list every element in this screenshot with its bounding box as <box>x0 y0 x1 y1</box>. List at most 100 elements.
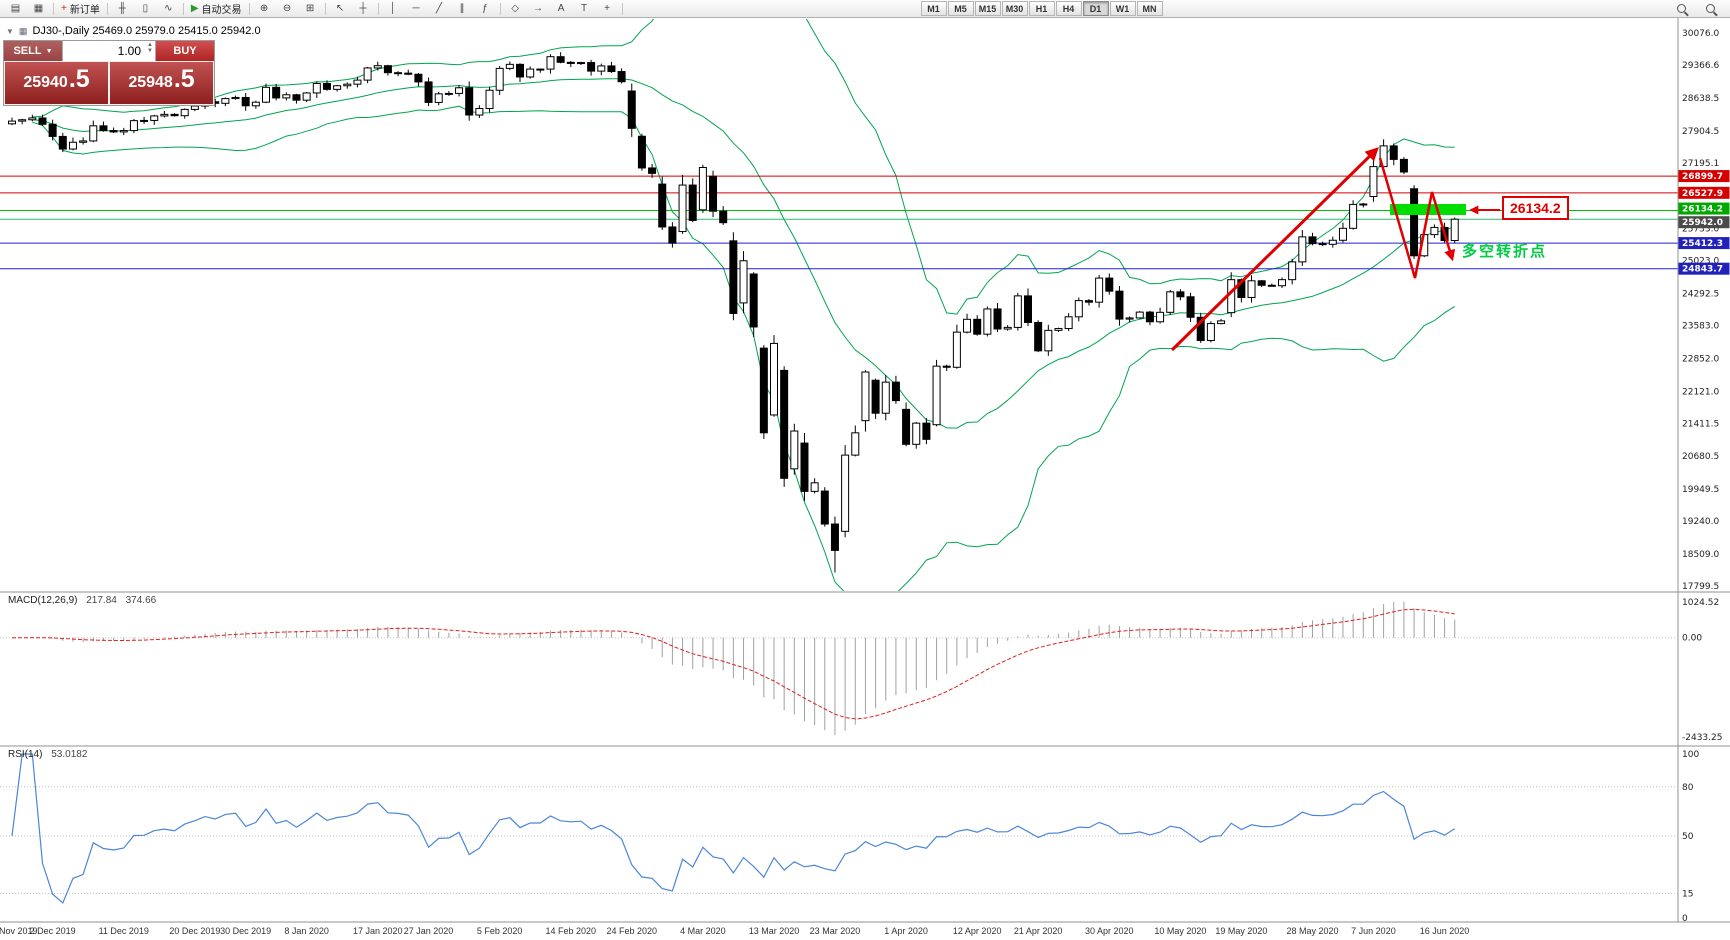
svg-text:80: 80 <box>1682 783 1694 793</box>
svg-text:-2433.25: -2433.25 <box>1682 733 1722 743</box>
time-axis-label: 12 Apr 2020 <box>952 926 1002 936</box>
svg-text:25942.0: 25942.0 <box>1682 218 1723 228</box>
line-chart-icon[interactable]: ∿ <box>164 2 173 14</box>
price-chip: 26527.9 <box>1678 186 1730 199</box>
timeframe-h4-button[interactable]: H4 <box>1055 1 1082 16</box>
volume-input[interactable]: 1.00 ▲ ▼ <box>62 41 156 61</box>
rsi-indicator-label: RSI(14) 53.0182 <box>8 749 88 760</box>
arrows-icon[interactable]: → <box>533 2 544 14</box>
text-label-icon[interactable]: T <box>580 2 588 14</box>
auto-trading-button[interactable]: ▶ 自动交易 <box>190 2 242 16</box>
zoom-out-icon[interactable]: ⊖ <box>282 2 292 14</box>
price-chip: 25942.0 <box>1678 216 1730 229</box>
time-axis-label: 30 Apr 2020 <box>1084 926 1134 936</box>
sell-price-button[interactable]: 25940.5 <box>5 62 108 104</box>
sell-options-caret-icon[interactable]: ▼ <box>45 47 53 55</box>
volume-stepper[interactable]: ▲ ▼ <box>147 42 153 54</box>
svg-text:0.00: 0.00 <box>1682 634 1702 644</box>
svg-text:0: 0 <box>1682 914 1688 924</box>
sell-button[interactable]: SELL ▼ <box>4 41 62 61</box>
toolbar-separator <box>499 2 501 15</box>
toolbar-separator <box>106 2 108 15</box>
vertical-line-icon[interactable]: │ <box>389 2 397 14</box>
zigzag-arrow[interactable] <box>1378 157 1456 279</box>
horizontal-line-icon[interactable]: ─ <box>412 2 420 14</box>
svg-text:23583.0: 23583.0 <box>1682 321 1719 331</box>
zoom-search-icon[interactable] <box>1700 0 1721 17</box>
price-chip: 25412.3 <box>1678 237 1730 250</box>
svg-text:27195.1: 27195.1 <box>1682 159 1719 169</box>
toolbar-separator <box>621 2 623 15</box>
turning-point-annotation[interactable]: 多空转折点 <box>1462 243 1548 260</box>
toolbar-buttons: ▤ ▦ + 新订单 ╫ ▯ ∿ ▶ 自动交易 ⊕ ⊖ ⊞ ↖ ┼ │ ─ ╱ ∥ ƒ ◇ → A T + <box>4 0 626 17</box>
time-axis-label: 23 Mar 2020 <box>809 926 861 936</box>
bar-chart-icon[interactable]: ╫ <box>118 2 126 14</box>
trend-arrow[interactable] <box>1170 147 1379 352</box>
timeframe-switcher: M1 M5 M15 M30 H1 H4 D1 W1 MN <box>920 1 1164 16</box>
svg-text:1024.52: 1024.52 <box>1682 598 1719 608</box>
chart-icon: ▦ <box>18 25 28 36</box>
svg-text:15: 15 <box>1682 889 1693 899</box>
svg-text:29366.6: 29366.6 <box>1682 61 1719 71</box>
tile-windows-icon[interactable]: ⊞ <box>305 2 315 14</box>
svg-text:26899.7: 26899.7 <box>1682 172 1723 182</box>
toolbar-separator <box>182 2 184 15</box>
time-axis-label: 30 Dec 2019 <box>220 926 272 936</box>
svg-text:22852.0: 22852.0 <box>1682 354 1719 364</box>
svg-text:17799.5: 17799.5 <box>1682 582 1719 592</box>
time-axis-label: 7 Jun 2020 <box>1351 926 1396 936</box>
trendline-icon[interactable]: ╱ <box>436 2 443 14</box>
price-axis[interactable]: 30076.0 29366.6 28638.5 27904.5 27195.1 25733… <box>1678 29 1730 924</box>
rsi-line <box>11 753 1456 904</box>
time-axis-label: 10 May 2020 <box>1154 926 1207 936</box>
one-click-toggle-icon[interactable]: ▼ <box>6 26 14 36</box>
timeframe-w1-button[interactable]: W1 <box>1109 1 1136 16</box>
equidistant-channel-icon[interactable]: ∥ <box>459 2 465 14</box>
buy-price-button[interactable]: 25948.5 <box>110 62 213 104</box>
time-axis-label: 4 Mar 2020 <box>680 926 726 936</box>
time-axis-label: 20 Dec 2019 <box>169 926 221 936</box>
indicators-icon[interactable]: + <box>604 2 610 14</box>
time-axis-label: 5 Feb 2020 <box>476 926 523 936</box>
crosshair-icon[interactable]: ┼ <box>359 2 367 14</box>
zoom-in-icon[interactable]: ⊕ <box>259 2 269 14</box>
timeframe-m30-button[interactable]: M30 <box>1001 1 1028 16</box>
svg-text:50: 50 <box>1682 832 1694 842</box>
fibonacci-icon[interactable]: ƒ <box>482 2 488 14</box>
new-chart-icon[interactable]: ▤ <box>10 2 21 14</box>
svg-text:26134.2: 26134.2 <box>1682 205 1723 215</box>
timeframe-m5-button[interactable]: M5 <box>947 1 974 16</box>
time-axis-label: 16 Jun 2020 <box>1419 926 1470 936</box>
macd-indicator-label: MACD(12,26,9) 217.84 374.66 <box>8 595 157 606</box>
svg-text:24292.5: 24292.5 <box>1682 290 1719 300</box>
new-order-button[interactable]: + 新订单 <box>61 2 100 16</box>
svg-text:25023.0: 25023.0 <box>1682 257 1719 267</box>
time-axis-label: 2 Dec 2019 <box>29 926 76 936</box>
symbol-ohlc-text: DJ30-,Daily 25469.0 25979.0 25415.0 2594… <box>32 25 261 37</box>
time-axis-label: 27 Jan 2020 <box>403 926 454 936</box>
timeframe-h1-button[interactable]: H1 <box>1028 1 1055 16</box>
toolbar-right <box>1670 0 1726 17</box>
chart-profiles-icon[interactable]: ▦ <box>33 2 44 14</box>
svg-text:18509.0: 18509.0 <box>1682 550 1719 560</box>
svg-text:21411.5: 21411.5 <box>1682 419 1719 429</box>
price-callout[interactable]: 26134.2 <box>1502 196 1569 220</box>
text-icon[interactable]: A <box>557 2 565 14</box>
shapes-icon[interactable]: ◇ <box>511 2 519 14</box>
candlestick-chart-icon[interactable]: ▯ <box>142 2 149 14</box>
timeframe-mn-button[interactable]: MN <box>1136 1 1163 16</box>
time-axis-label: 21 Apr 2020 <box>1013 926 1063 936</box>
timeframe-m15-button[interactable]: M15 <box>974 1 1001 16</box>
cursor-icon[interactable]: ↖ <box>335 2 345 14</box>
buy-button[interactable]: BUY <box>156 41 214 61</box>
time-axis-label: 8 Jan 2020 <box>284 926 329 936</box>
svg-text:28638.5: 28638.5 <box>1682 94 1719 104</box>
macd-histogram <box>21 601 1456 736</box>
timeframe-d1-button[interactable]: D1 <box>1082 1 1109 16</box>
timeframe-m1-button[interactable]: M1 <box>920 1 947 16</box>
candles <box>8 52 1459 573</box>
search-icon[interactable] <box>1671 0 1692 17</box>
time-axis-label: 11 Dec 2019 <box>98 926 149 936</box>
